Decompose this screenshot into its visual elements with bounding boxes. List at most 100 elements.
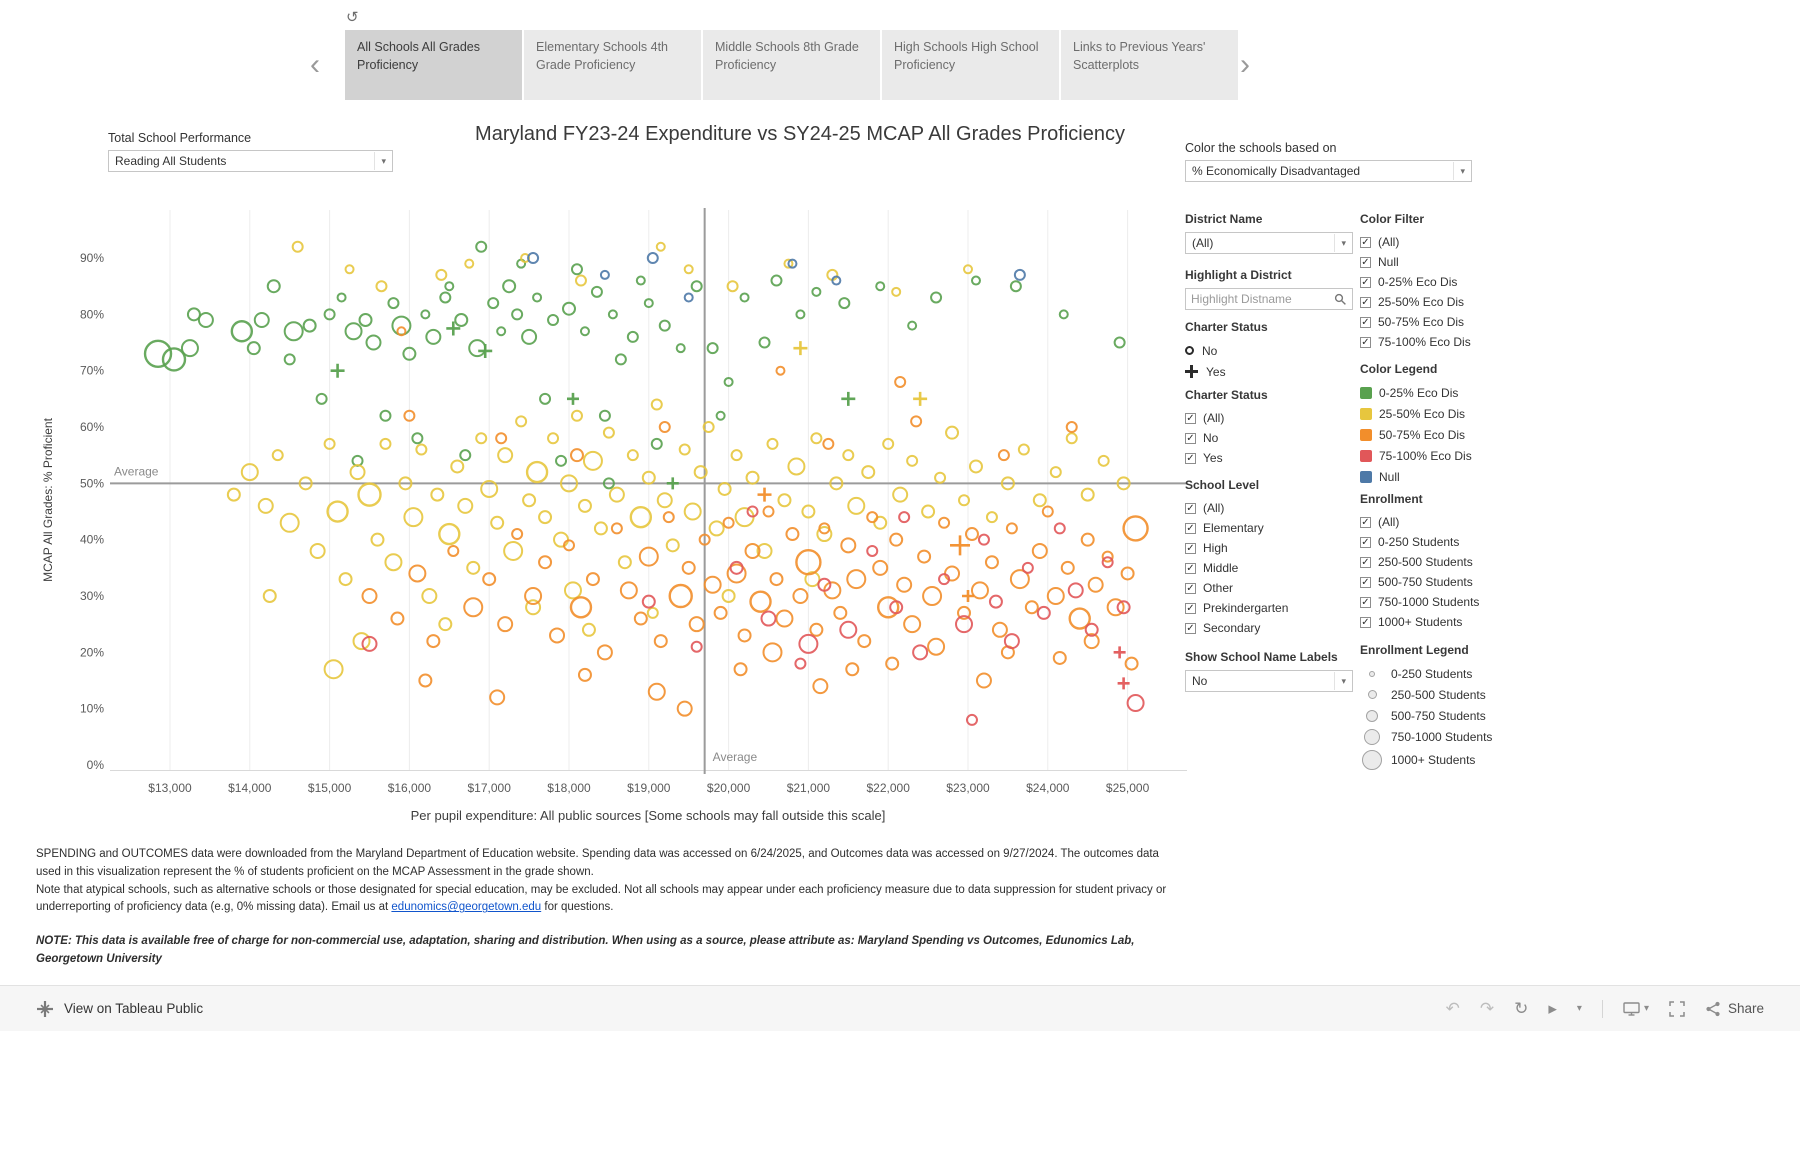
enrollment-legend-item[interactable]: 250-500 Students: [1360, 684, 1528, 705]
color-legend-item[interactable]: 75-100% Eco Dis: [1360, 445, 1528, 466]
school-mark[interactable]: [457, 497, 474, 514]
school-mark[interactable]: [706, 342, 719, 355]
school-mark[interactable]: [323, 659, 344, 680]
school-mark[interactable]: [656, 492, 673, 509]
school-mark[interactable]: [717, 481, 732, 496]
school-mark[interactable]: [646, 606, 659, 619]
school-level-option[interactable]: ✓ Prekindergarten: [1185, 598, 1353, 618]
school-mark[interactable]: [769, 572, 784, 587]
school-mark[interactable]: [298, 476, 313, 491]
school-mark-charter[interactable]: [1117, 677, 1130, 690]
checkbox-icon[interactable]: ✓: [1185, 432, 1196, 444]
tab-1[interactable]: Elementary Schools 4th Grade Proficiency: [524, 30, 701, 100]
school-mark[interactable]: [1000, 476, 1015, 491]
school-mark[interactable]: [503, 540, 524, 561]
school-mark[interactable]: [438, 617, 453, 632]
color-filter-option[interactable]: ✓ 50-75% Eco Dis: [1360, 312, 1528, 332]
school-mark[interactable]: [840, 537, 857, 554]
tab-0[interactable]: All Schools All Grades Proficiency: [345, 30, 522, 100]
school-mark[interactable]: [425, 328, 442, 345]
school-mark[interactable]: [582, 450, 603, 471]
school-mark[interactable]: [1058, 309, 1069, 320]
school-mark[interactable]: [309, 542, 326, 559]
school-mark[interactable]: [447, 544, 460, 557]
school-mark[interactable]: [762, 505, 775, 518]
school-mark[interactable]: [475, 432, 488, 445]
tab-3[interactable]: High Schools High School Proficiency: [882, 30, 1059, 100]
school-mark[interactable]: [985, 511, 998, 524]
redo-icon[interactable]: ↷: [1479, 999, 1495, 1018]
school-mark[interactable]: [438, 522, 461, 546]
school-mark[interactable]: [161, 347, 187, 372]
scatter-plot[interactable]: Average Average $13,000 $14,000 $15,000 $16,0…: [30, 200, 1200, 850]
school-mark[interactable]: [487, 297, 500, 310]
school-mark[interactable]: [411, 432, 424, 445]
school-mark[interactable]: [898, 511, 911, 524]
school-mark[interactable]: [375, 280, 388, 293]
school-mark-charter[interactable]: [841, 391, 856, 406]
school-mark[interactable]: [240, 463, 259, 482]
school-mark[interactable]: [180, 339, 199, 358]
school-mark[interactable]: [361, 635, 378, 652]
email-link[interactable]: edunomics@georgetown.edu: [391, 901, 542, 914]
school-mark[interactable]: [811, 286, 822, 297]
school-mark[interactable]: [415, 443, 428, 456]
school-mark[interactable]: [809, 622, 824, 637]
school-mark[interactable]: [420, 309, 431, 320]
enrollment-option[interactable]: ✓ (All): [1360, 512, 1528, 532]
school-mark-charter[interactable]: [962, 590, 974, 603]
school-mark[interactable]: [984, 555, 999, 570]
school-mark[interactable]: [387, 297, 400, 310]
school-mark[interactable]: [502, 279, 517, 294]
school-mark[interactable]: [655, 241, 666, 252]
checkbox-icon[interactable]: ✓: [1360, 536, 1371, 548]
school-mark[interactable]: [1017, 443, 1030, 456]
school-mark[interactable]: [643, 298, 654, 309]
school-mark[interactable]: [1113, 336, 1126, 349]
school-mark[interactable]: [418, 673, 433, 688]
school-mark[interactable]: [525, 599, 542, 616]
checkbox-icon[interactable]: ✓: [1185, 502, 1196, 514]
school-mark[interactable]: [1003, 633, 1020, 650]
school-mark[interactable]: [1067, 582, 1084, 599]
school-mark[interactable]: [681, 560, 696, 575]
school-mark[interactable]: [1005, 522, 1018, 535]
checkbox-icon[interactable]: ✓: [1360, 516, 1371, 528]
school-mark[interactable]: [729, 560, 744, 575]
school-mark[interactable]: [1116, 600, 1131, 615]
school-mark[interactable]: [756, 542, 773, 559]
school-mark[interactable]: [590, 285, 603, 298]
school-mark-charter[interactable]: [757, 487, 772, 502]
color-legend-item[interactable]: 25-50% Eco Dis: [1360, 403, 1528, 424]
school-mark[interactable]: [602, 477, 615, 490]
school-mark[interactable]: [693, 465, 708, 480]
school-mark[interactable]: [650, 437, 663, 450]
school-mark[interactable]: [1009, 569, 1030, 590]
school-mark[interactable]: [384, 553, 403, 572]
school-mark[interactable]: [610, 522, 623, 535]
school-mark[interactable]: [349, 464, 366, 481]
school-mark[interactable]: [468, 339, 487, 358]
school-mark[interactable]: [569, 596, 593, 619]
school-mark[interactable]: [1053, 522, 1066, 535]
school-mark[interactable]: [892, 486, 909, 503]
school-mark[interactable]: [875, 281, 886, 292]
school-mark[interactable]: [283, 353, 296, 366]
school-mark[interactable]: [525, 460, 549, 484]
school-mark[interactable]: [1080, 532, 1095, 547]
school-mark[interactable]: [690, 280, 703, 293]
school-mark[interactable]: [482, 572, 497, 587]
school-mark[interactable]: [787, 457, 806, 476]
school-mark[interactable]: [1065, 432, 1078, 445]
school-mark[interactable]: [749, 590, 772, 613]
school-mark[interactable]: [842, 449, 855, 462]
school-mark[interactable]: [439, 291, 452, 304]
school-mark[interactable]: [617, 555, 632, 570]
enrollment-option[interactable]: ✓ 500-750 Students: [1360, 572, 1528, 592]
checkbox-icon[interactable]: ✓: [1360, 556, 1371, 568]
enrollment-legend-item[interactable]: 1000+ Students: [1360, 747, 1528, 772]
color-filter-option[interactable]: ✓ (All): [1360, 232, 1528, 252]
school-mark[interactable]: [490, 515, 505, 530]
school-mark[interactable]: [344, 322, 363, 341]
school-mark[interactable]: [831, 275, 842, 286]
